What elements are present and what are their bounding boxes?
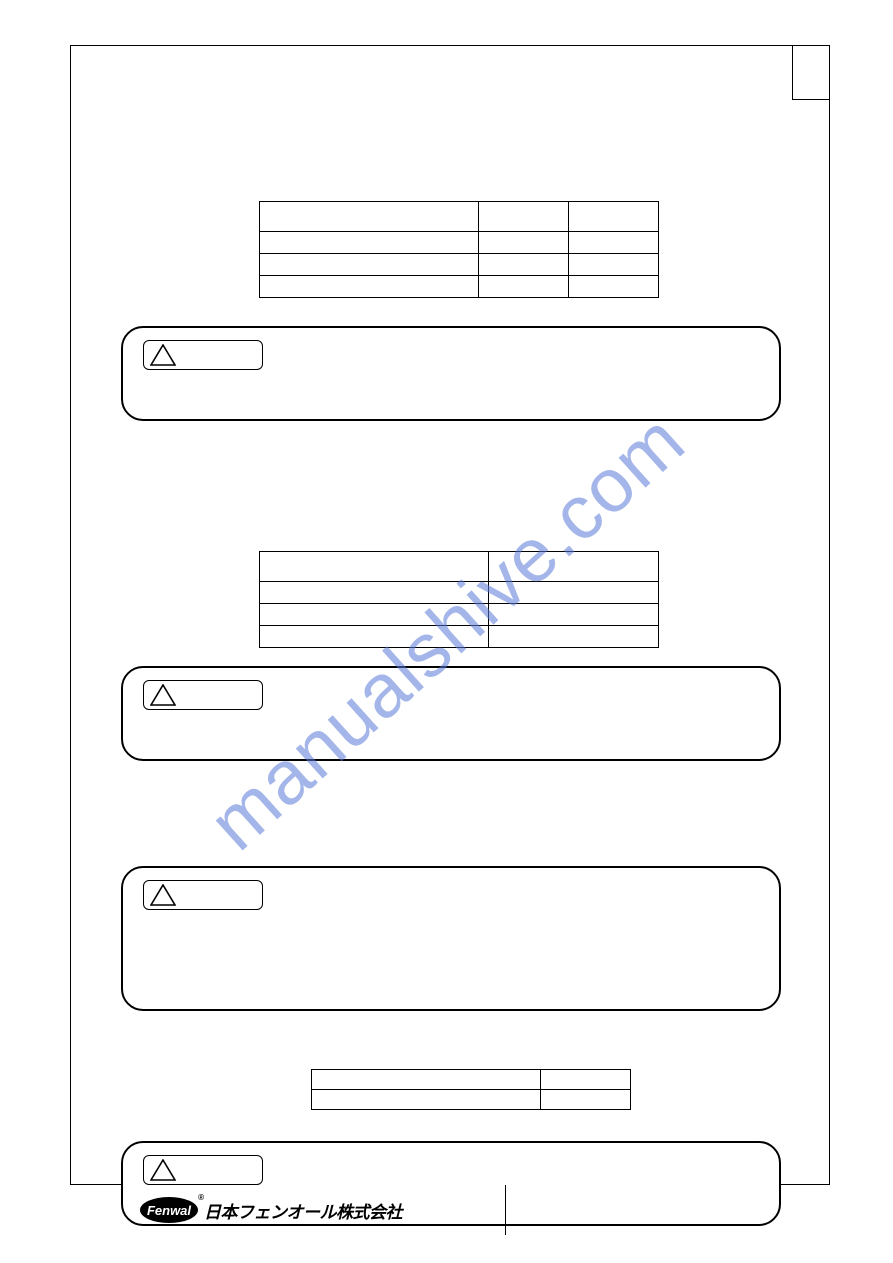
page-frame — [70, 45, 830, 1185]
table-cell — [260, 276, 479, 298]
table-cell — [479, 254, 569, 276]
logo-text: Fenwal — [147, 1203, 191, 1218]
spec-table-3 — [311, 1069, 631, 1110]
table-cell — [260, 552, 489, 582]
company-logo: Fenwal ® 日本フェンオール株式会社 — [140, 1197, 402, 1223]
table-cell — [489, 626, 659, 648]
caution-label — [143, 1155, 263, 1185]
caution-box-2 — [121, 666, 781, 761]
spec-table-2 — [259, 551, 659, 648]
table-cell — [569, 254, 659, 276]
caution-box-1 — [121, 326, 781, 421]
warning-triangle-icon — [150, 1159, 176, 1181]
spec-table-1 — [259, 201, 659, 298]
table-cell — [312, 1090, 541, 1110]
table-cell — [541, 1090, 631, 1110]
page-footer: Fenwal ® 日本フェンオール株式会社 — [70, 1185, 830, 1235]
table-cell — [260, 202, 479, 232]
caution-label — [143, 880, 263, 910]
caution-label — [143, 340, 263, 370]
table-cell — [479, 232, 569, 254]
table-cell — [479, 202, 569, 232]
table-cell — [260, 232, 479, 254]
table-cell — [489, 552, 659, 582]
table-cell — [260, 582, 489, 604]
caution-box-3 — [121, 866, 781, 1011]
table-cell — [260, 626, 489, 648]
table-cell — [489, 604, 659, 626]
table-cell — [569, 276, 659, 298]
footer-divider — [505, 1185, 506, 1235]
company-name-jp: 日本フェンオール株式会社 — [204, 1198, 402, 1223]
table-cell — [479, 276, 569, 298]
warning-triangle-icon — [150, 344, 176, 366]
warning-triangle-icon — [150, 884, 176, 906]
registered-mark: ® — [198, 1193, 204, 1202]
warning-triangle-icon — [150, 684, 176, 706]
table-cell — [312, 1070, 541, 1090]
caution-label — [143, 680, 263, 710]
fenwal-oval-logo: Fenwal ® — [140, 1197, 198, 1223]
table-cell — [569, 232, 659, 254]
table-cell — [260, 254, 479, 276]
table-cell — [489, 582, 659, 604]
page-corner-box — [792, 45, 830, 100]
table-cell — [541, 1070, 631, 1090]
table-cell — [260, 604, 489, 626]
table-cell — [569, 202, 659, 232]
